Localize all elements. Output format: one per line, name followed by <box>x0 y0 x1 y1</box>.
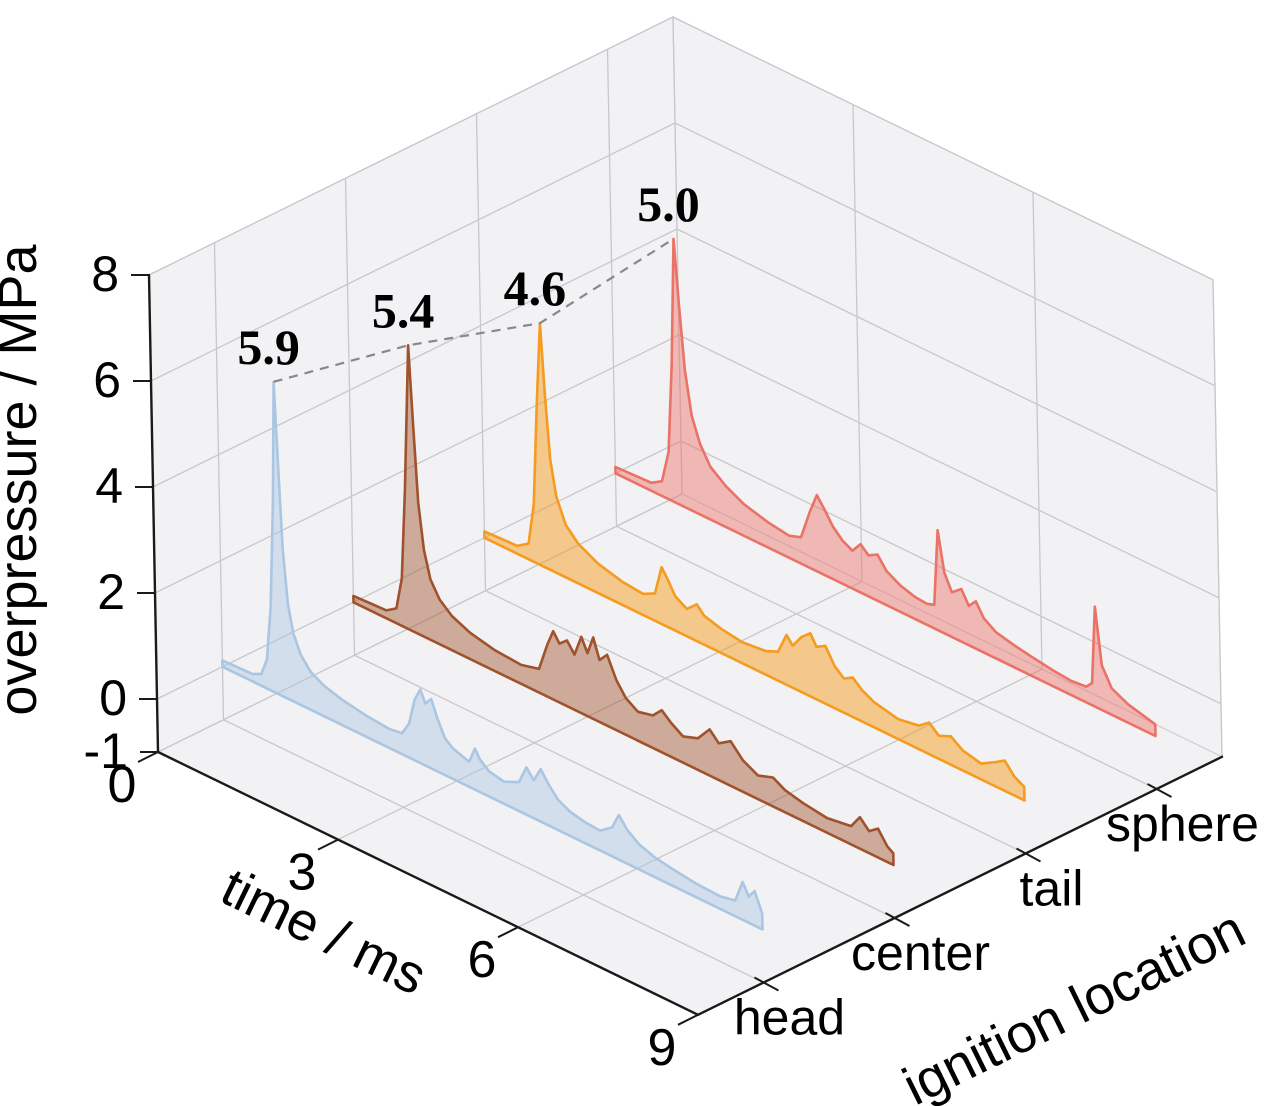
left-wall-grid-loc <box>213 242 225 720</box>
time-tick-label-3: 3 <box>288 844 317 902</box>
peak-label-sphere: 5.0 <box>637 176 700 232</box>
right-wall-grid-time <box>1212 279 1223 757</box>
location-tick-label-tail: tail <box>1020 861 1084 917</box>
right-wall-grid-z <box>672 16 1214 281</box>
location-tick-label-head: head <box>734 990 845 1046</box>
time-tick <box>497 926 519 939</box>
right-wall-grid-z <box>674 122 1216 387</box>
floor-grid-loc <box>485 590 1026 855</box>
peak-connector-line <box>273 237 675 383</box>
series-tail <box>483 321 1026 802</box>
series-center <box>352 343 895 867</box>
overpressure-tick-label--1: -1 <box>84 723 128 779</box>
location-axis-line <box>696 755 1224 1016</box>
overpressure-axis-line <box>147 273 160 754</box>
floor-grid-time <box>157 493 683 753</box>
overpressure-axis-title: overpressure / MPa <box>0 243 48 715</box>
left-wall-grid-z <box>150 122 676 382</box>
overpressure-tick-label-6: 6 <box>93 352 121 408</box>
overpressure-tick-label-2: 2 <box>97 564 125 620</box>
location-tick-label-center: center <box>851 925 990 981</box>
peak-label-tail: 4.6 <box>504 260 567 316</box>
right-wall-grid-time <box>852 104 863 582</box>
time-tick-label-9: 9 <box>648 1019 677 1077</box>
right-wall-grid-time <box>672 16 683 495</box>
time-tick-label-6: 6 <box>468 931 497 989</box>
location-tick-label-sphere: sphere <box>1106 796 1259 852</box>
series-sphere <box>614 237 1157 738</box>
time-axis-line <box>156 750 700 1016</box>
left-wall-grid-z <box>148 16 674 276</box>
right-wall-grid-z <box>676 228 1218 493</box>
series-head <box>221 380 764 931</box>
peak-label-center: 5.4 <box>372 282 435 338</box>
time-tick <box>317 838 339 851</box>
overpressure-tick-label-4: 4 <box>95 458 123 514</box>
left-wall-grid-loc <box>475 113 487 591</box>
peak-label-head: 5.9 <box>237 319 300 375</box>
left-wall-grid-z <box>156 440 682 700</box>
floor-grid-time <box>337 581 863 841</box>
right-wall-grid-time <box>1032 192 1043 670</box>
floor-grid-loc <box>354 654 895 919</box>
left-wall-grid-loc <box>344 178 356 656</box>
location-tick <box>1147 783 1172 798</box>
series-group <box>221 237 1157 931</box>
time-axis-title: time / ms <box>212 857 435 1007</box>
time-tick-label-0: 0 <box>108 756 137 814</box>
time-tick <box>677 1013 699 1026</box>
left-wall-grid-loc <box>606 49 618 527</box>
overpressure-tick-label-8: 8 <box>91 246 119 302</box>
right-wall-grid-z <box>678 334 1220 599</box>
location-tick <box>1016 847 1041 863</box>
floor-grid-time <box>517 668 1043 928</box>
time-tick <box>137 751 159 763</box>
floor-grid-loc <box>223 719 764 984</box>
floor-grid-loc <box>616 525 1157 790</box>
overpressure-tick-label-0: 0 <box>99 670 127 726</box>
right-wall-grid-z <box>680 440 1222 705</box>
left-wall-grid-z <box>154 334 680 594</box>
left-wall-grid-z <box>152 228 678 488</box>
location-tick <box>885 912 910 927</box>
location-tick <box>754 976 779 992</box>
